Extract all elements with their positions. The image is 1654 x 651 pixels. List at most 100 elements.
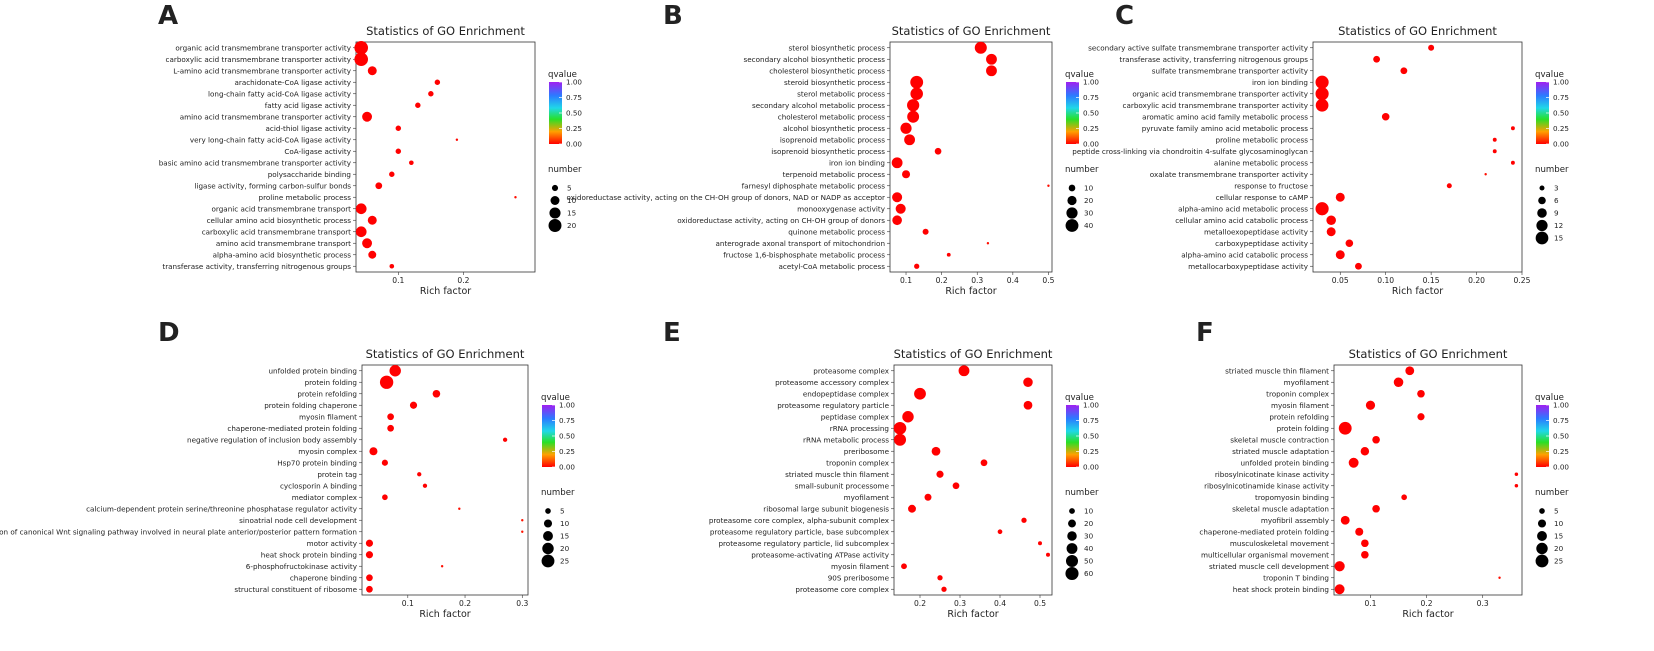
data-point — [521, 530, 524, 533]
data-point — [901, 563, 907, 570]
size-legend-label: 15 — [1554, 532, 1563, 541]
qvalue-legend-title: qvalue — [1535, 70, 1564, 80]
size-legend-title: number — [1065, 488, 1099, 498]
category-label: rRNA processing — [830, 424, 889, 433]
category-label: peptide cross-linking via chondroitin 4-… — [1072, 147, 1308, 156]
category-label: oxalate transmembrane transporter activi… — [1150, 170, 1309, 179]
panel-letter: A — [158, 1, 178, 31]
data-point — [1335, 192, 1345, 202]
category-label: metalloexopeptidase activity — [1204, 227, 1309, 236]
category-label: proteasome accessory complex — [775, 378, 890, 387]
size-legend-dot — [1537, 519, 1547, 528]
data-point — [366, 574, 373, 582]
plot-frame — [1333, 364, 1523, 596]
data-point — [914, 263, 920, 269]
qvalue-legend-title: qvalue — [1065, 393, 1094, 403]
data-point — [1334, 561, 1345, 572]
data-point — [1335, 250, 1345, 260]
size-legend-dot — [1535, 554, 1549, 568]
size-legend-label: 3 — [1554, 184, 1559, 193]
data-point — [1338, 421, 1352, 435]
data-point — [355, 226, 367, 238]
x-tick-label: 0.1 — [900, 276, 912, 285]
plot-frame — [893, 364, 1053, 596]
data-point — [902, 170, 911, 179]
data-point — [387, 413, 394, 421]
data-point — [354, 52, 369, 67]
data-point — [1361, 539, 1369, 548]
x-tick-label: 0.2 — [459, 599, 471, 608]
category-label: secondary active sulfate transmembrane t… — [1088, 43, 1309, 52]
data-point — [1372, 504, 1380, 513]
category-label: structural constituent of ribosome — [234, 585, 357, 594]
qvalue-legend-tick: 0.50 — [1553, 109, 1569, 118]
size-legend-dot — [543, 519, 553, 528]
data-point — [946, 252, 951, 257]
size-legend-label: 30 — [1084, 532, 1094, 541]
data-point — [366, 585, 373, 593]
data-point — [362, 111, 373, 122]
qvalue-legend-title: qvalue — [541, 393, 570, 403]
data-point — [1315, 75, 1329, 89]
data-point — [892, 215, 902, 226]
qvalue-colorbar — [542, 405, 555, 467]
category-label: proline metabolic process — [1216, 135, 1309, 144]
data-point — [893, 421, 907, 435]
data-point — [458, 507, 461, 510]
size-legend-dot — [1536, 542, 1548, 555]
category-label: cellular amino acid biosynthetic process — [207, 216, 352, 225]
category-label: isoprenoid metabolic process — [780, 135, 885, 144]
qvalue-legend-tick: 0.75 — [1553, 416, 1569, 425]
x-tick-label: 0.10 — [1377, 276, 1394, 285]
qvalue-colorbar — [1536, 82, 1549, 144]
qvalue-legend-tick: 0.50 — [559, 432, 575, 441]
category-label: quinone metabolic process — [788, 227, 885, 236]
size-legend-label: 30 — [1084, 209, 1094, 218]
x-tick-label: 0.1 — [1364, 599, 1376, 608]
qvalue-legend-title: qvalue — [548, 70, 577, 80]
category-label: secondary alcohol biosynthetic process — [744, 55, 886, 64]
chart-title: Statistics of GO Enrichment — [366, 24, 525, 38]
size-legend-label: 12 — [1554, 221, 1563, 230]
size-legend-label: 40 — [1084, 221, 1094, 230]
panel-b: B Statistics of GO Enrichment sterol biosy… — [566, 1, 1099, 297]
data-point — [1510, 160, 1515, 165]
qvalue-legend-tick: 0.00 — [1553, 463, 1569, 472]
x-axis-label: Rich factor — [419, 609, 470, 620]
category-label: amino acid transmembrane transporter act… — [180, 112, 352, 121]
data-point — [1334, 584, 1345, 595]
category-label: Hsp70 protein binding — [277, 458, 357, 467]
data-point — [904, 134, 915, 146]
data-point — [362, 238, 373, 249]
data-point — [1355, 527, 1364, 536]
size-legend-dot — [1069, 508, 1075, 514]
category-label: small-subunit processome — [795, 481, 890, 490]
size-legend-dot — [1068, 184, 1076, 192]
data-point — [1345, 239, 1354, 248]
size-legend-label: 5 — [1554, 507, 1559, 516]
size-legend-label: 25 — [1554, 557, 1563, 566]
category-label: sinoatrial node cell development — [239, 516, 357, 525]
x-tick-label: 0.25 — [1514, 276, 1531, 285]
category-label: negative regulation of inclusion body as… — [187, 435, 358, 444]
data-point — [379, 375, 394, 389]
panel-letter: F — [1196, 318, 1214, 348]
data-point — [892, 192, 903, 203]
qvalue-legend-tick: 0.25 — [1553, 124, 1569, 133]
data-point — [417, 472, 422, 477]
data-point — [891, 157, 903, 169]
data-point — [914, 387, 926, 400]
x-tick-label: 0.15 — [1423, 276, 1440, 285]
data-point — [1405, 366, 1415, 376]
data-point — [900, 122, 912, 134]
size-legend-dot — [1067, 531, 1077, 541]
size-legend-dot — [548, 219, 562, 232]
data-point — [1373, 55, 1381, 63]
category-label: rRNA metabolic process — [803, 435, 889, 444]
category-label: striated muscle thin filament — [1225, 366, 1329, 375]
category-label: proteasome regulatory particle, base sub… — [710, 527, 890, 536]
category-label: acetyl-CoA metabolic process — [778, 262, 885, 271]
data-point — [986, 65, 997, 77]
size-legend-label: 20 — [1084, 196, 1094, 205]
